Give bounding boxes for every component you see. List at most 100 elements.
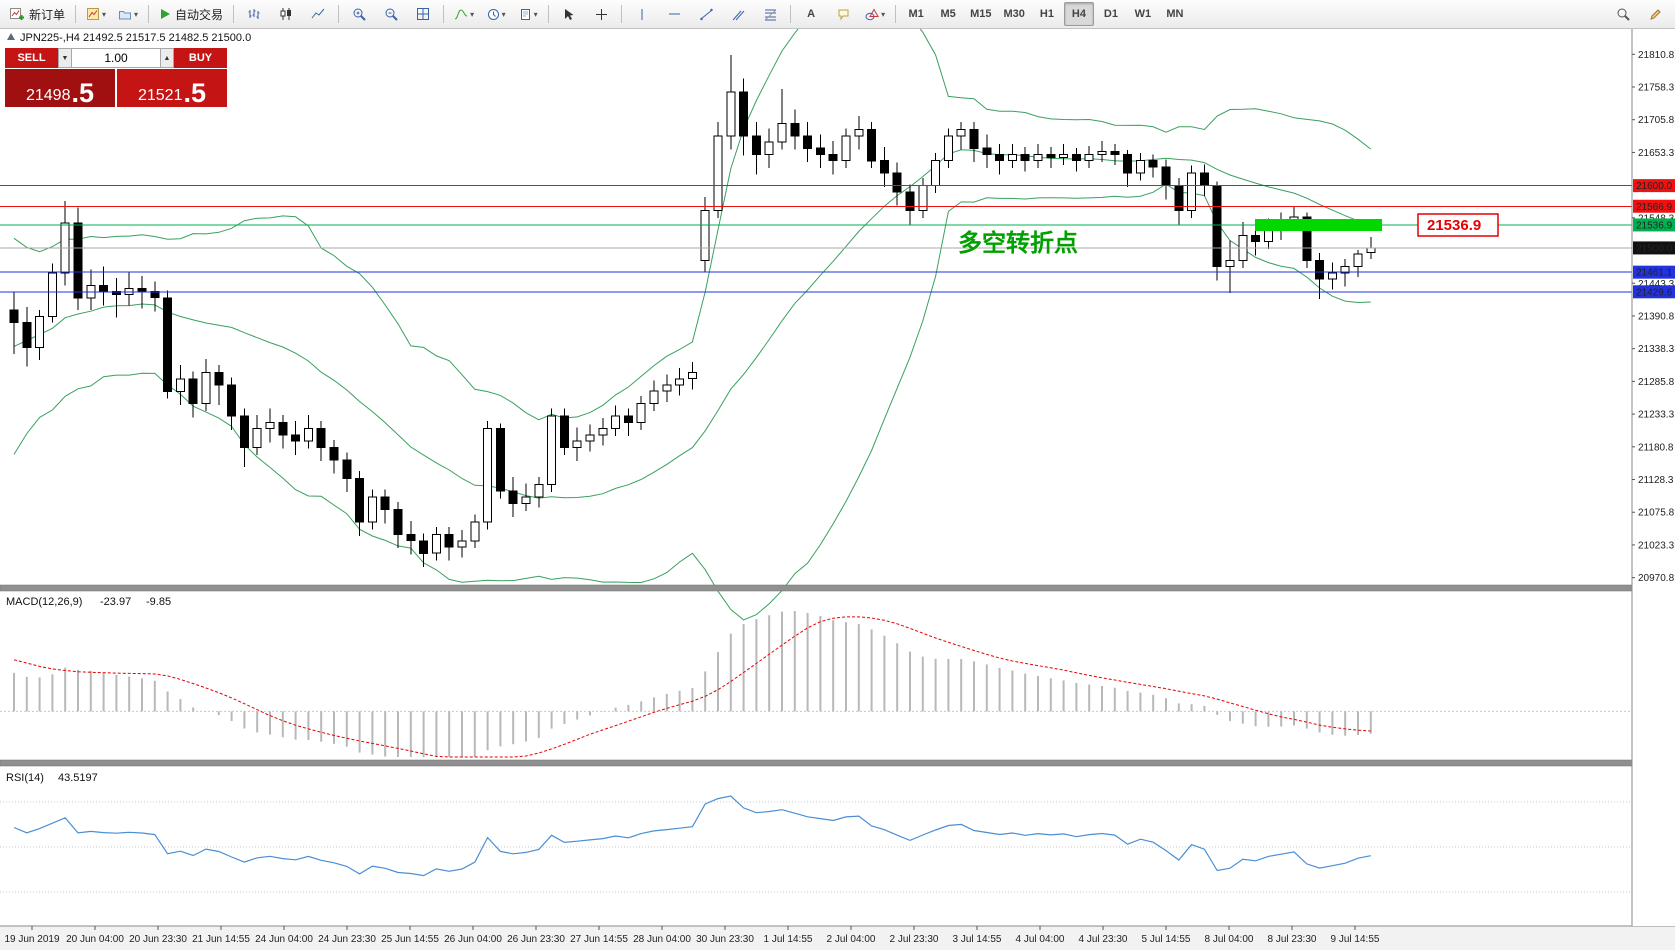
price-flag-label: 21536.9 (1427, 217, 1481, 234)
candle-body (1110, 150, 1120, 155)
indicators-button[interactable]: ▾ (449, 2, 479, 26)
search-button[interactable] (1608, 2, 1638, 26)
volume-decrease-button[interactable]: ▼ (58, 48, 72, 68)
candle (1327, 262, 1337, 290)
templates-button[interactable]: ▾ (513, 2, 543, 26)
profiles-icon (118, 7, 132, 21)
vertical-line-button[interactable] (627, 2, 657, 26)
price-badge-label: 21500.0 (1636, 243, 1673, 254)
candle-body (1366, 247, 1376, 254)
candle (1071, 148, 1081, 172)
toolbar-edit-button[interactable] (1640, 2, 1670, 26)
volume-input[interactable] (72, 48, 160, 68)
tile-windows-button[interactable] (408, 2, 438, 26)
candle-body (892, 172, 902, 193)
chevron-down-icon: ▾ (134, 9, 139, 19)
tline-icon (699, 8, 713, 21)
tf-m1-button[interactable]: M1 (901, 2, 931, 26)
tf-m5-button[interactable]: M5 (933, 2, 963, 26)
annotation-text[interactable]: 多空转折点 (958, 229, 1078, 257)
price-flag-box[interactable] (1417, 213, 1499, 237)
chart-background[interactable] (0, 28, 1675, 926)
tf-w1-button[interactable]: W1 (1128, 2, 1158, 26)
text-label-button[interactable] (828, 2, 858, 26)
candle-body (636, 403, 646, 423)
tf-d1-button[interactable]: D1 (1096, 2, 1126, 26)
candle-body (739, 91, 749, 137)
templates-icon (519, 8, 532, 21)
candle (892, 162, 902, 206)
tf-mn-button[interactable]: MN (1160, 2, 1190, 26)
price-tick-label: 21653.3 (1638, 148, 1675, 159)
candle-body (1161, 166, 1171, 187)
fibonacci-button[interactable] (755, 2, 785, 26)
candle (1135, 153, 1145, 181)
tf-m15-button[interactable]: M15 (965, 2, 996, 26)
trendline-button[interactable] (691, 2, 721, 26)
candle-body (239, 415, 249, 448)
candle-body (1046, 154, 1056, 159)
line-chart-button[interactable] (303, 2, 333, 26)
candle-body (444, 534, 454, 548)
volume-increase-button[interactable]: ▲ (160, 48, 174, 68)
new-chart-button[interactable]: ▾ (81, 2, 111, 26)
panel-separator[interactable] (0, 584, 1675, 592)
time-label: 2 Jul 04:00 (827, 934, 876, 945)
tf-h4-button[interactable]: H4 (1063, 2, 1094, 26)
highlight-rectangle[interactable] (1255, 219, 1382, 231)
candle (1020, 147, 1030, 172)
sell-price-button[interactable]: 21498.5 (5, 69, 115, 107)
candle (534, 477, 544, 508)
candle-body (1263, 228, 1273, 243)
price-tick-label: 21810.8 (1638, 50, 1675, 61)
tf-h1-button[interactable]: H1 (1032, 2, 1062, 26)
candle-body (815, 147, 825, 155)
buy-price-button[interactable]: 21521.5 (117, 69, 227, 107)
cursor-button[interactable] (554, 2, 584, 26)
candle (713, 122, 723, 218)
crosshair-button[interactable] (586, 2, 616, 26)
zoom-out-button[interactable] (376, 2, 406, 26)
candle-body (252, 428, 262, 448)
candle-body (700, 210, 710, 261)
candle (867, 122, 877, 169)
candle (419, 533, 429, 567)
bar-chart-button[interactable] (239, 2, 269, 26)
price-scale[interactable] (1632, 28, 1675, 926)
horizontal-line-button[interactable] (659, 2, 689, 26)
candles-icon (279, 7, 293, 21)
candle (380, 489, 390, 524)
time-scale[interactable] (0, 926, 1675, 950)
periods-button[interactable]: ▾ (481, 2, 511, 26)
candle (1033, 143, 1043, 169)
auto-trading-button[interactable]: 自动交易 (154, 2, 228, 26)
candle-body (9, 309, 19, 324)
profiles-button[interactable]: ▾ (113, 2, 143, 26)
sell-button[interactable]: SELL (5, 48, 58, 68)
time-label: 25 Jun 14:55 (381, 934, 439, 945)
zoom-in-button[interactable] (344, 2, 374, 26)
toolbar-right-group (1607, 2, 1671, 26)
candle-body (137, 287, 147, 292)
shapes-button[interactable]: ▾ (860, 2, 890, 26)
chevron-down-icon: ▾ (470, 9, 475, 19)
new-order-button[interactable]: 新订单 (5, 2, 70, 26)
candle-body (355, 478, 365, 523)
candle-body (1084, 154, 1094, 162)
channel-button[interactable] (723, 2, 753, 26)
candlestick-chart-button[interactable] (271, 2, 301, 26)
candle-body (265, 421, 275, 430)
line-icon (311, 7, 325, 21)
candle-body (342, 459, 352, 479)
candle (687, 362, 697, 390)
buy-button[interactable]: BUY (174, 48, 227, 68)
price-flag[interactable]: 21536.9 (1417, 213, 1499, 237)
candle-body (918, 185, 928, 212)
panel-separator[interactable] (0, 759, 1675, 767)
candle (841, 128, 851, 169)
text-button[interactable]: A (796, 2, 826, 26)
candle-body (22, 322, 32, 349)
tf-m30-button[interactable]: M30 (999, 2, 1030, 26)
candle-body (931, 160, 941, 187)
candle-body (1097, 150, 1107, 155)
